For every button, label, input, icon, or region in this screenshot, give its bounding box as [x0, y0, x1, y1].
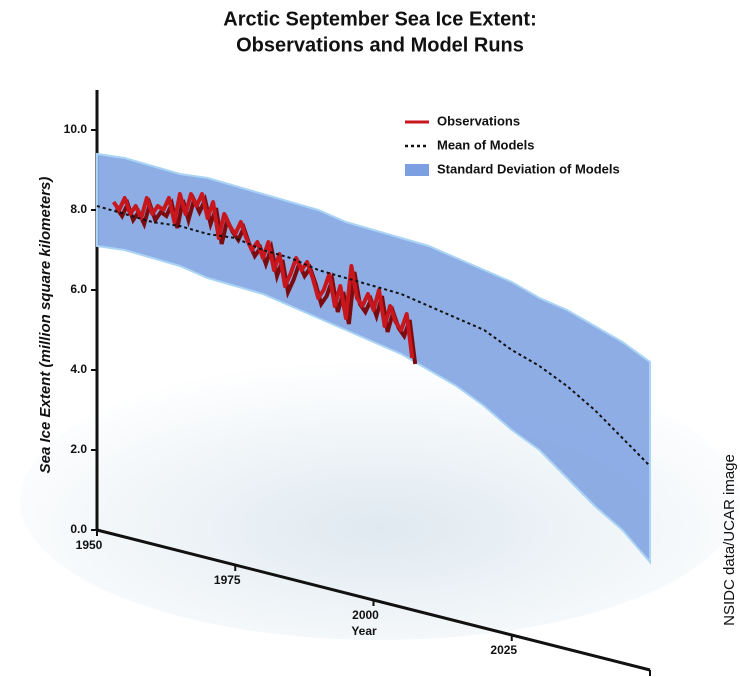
credit: NSIDC data/UCAR image [721, 454, 738, 626]
y-tick-label: 10.0 [64, 122, 88, 136]
x-tick-label: 2025 [490, 643, 517, 657]
chart-subtitle: Observations and Model Runs [236, 34, 524, 56]
x-tick-label: 1975 [214, 573, 241, 587]
legend-label: Standard Deviation of Models [437, 161, 620, 176]
legend-label: Observations [437, 113, 520, 128]
y-tick-label: 6.0 [70, 282, 87, 296]
legend-swatch [405, 164, 429, 176]
x-tick-label: 2000 [352, 608, 379, 622]
y-tick-label: 2.0 [70, 442, 87, 456]
observation-line [111, 192, 415, 359]
y-axis-title: Sea Ice Extent (million square kilometer… [37, 177, 54, 474]
line-shadow [114, 193, 418, 365]
y-tick-label: 8.0 [70, 202, 87, 216]
y-tick-label: 0.0 [70, 522, 87, 536]
chart-title: Arctic September Sea Ice Extent: [223, 8, 536, 30]
std-band [96, 152, 651, 565]
x-tick-label: 1950 [76, 538, 103, 552]
mean-line [96, 205, 651, 467]
legend-label: Mean of Models [437, 137, 535, 152]
y-tick-label: 4.0 [70, 362, 87, 376]
x-axis-title: Year [351, 624, 377, 638]
